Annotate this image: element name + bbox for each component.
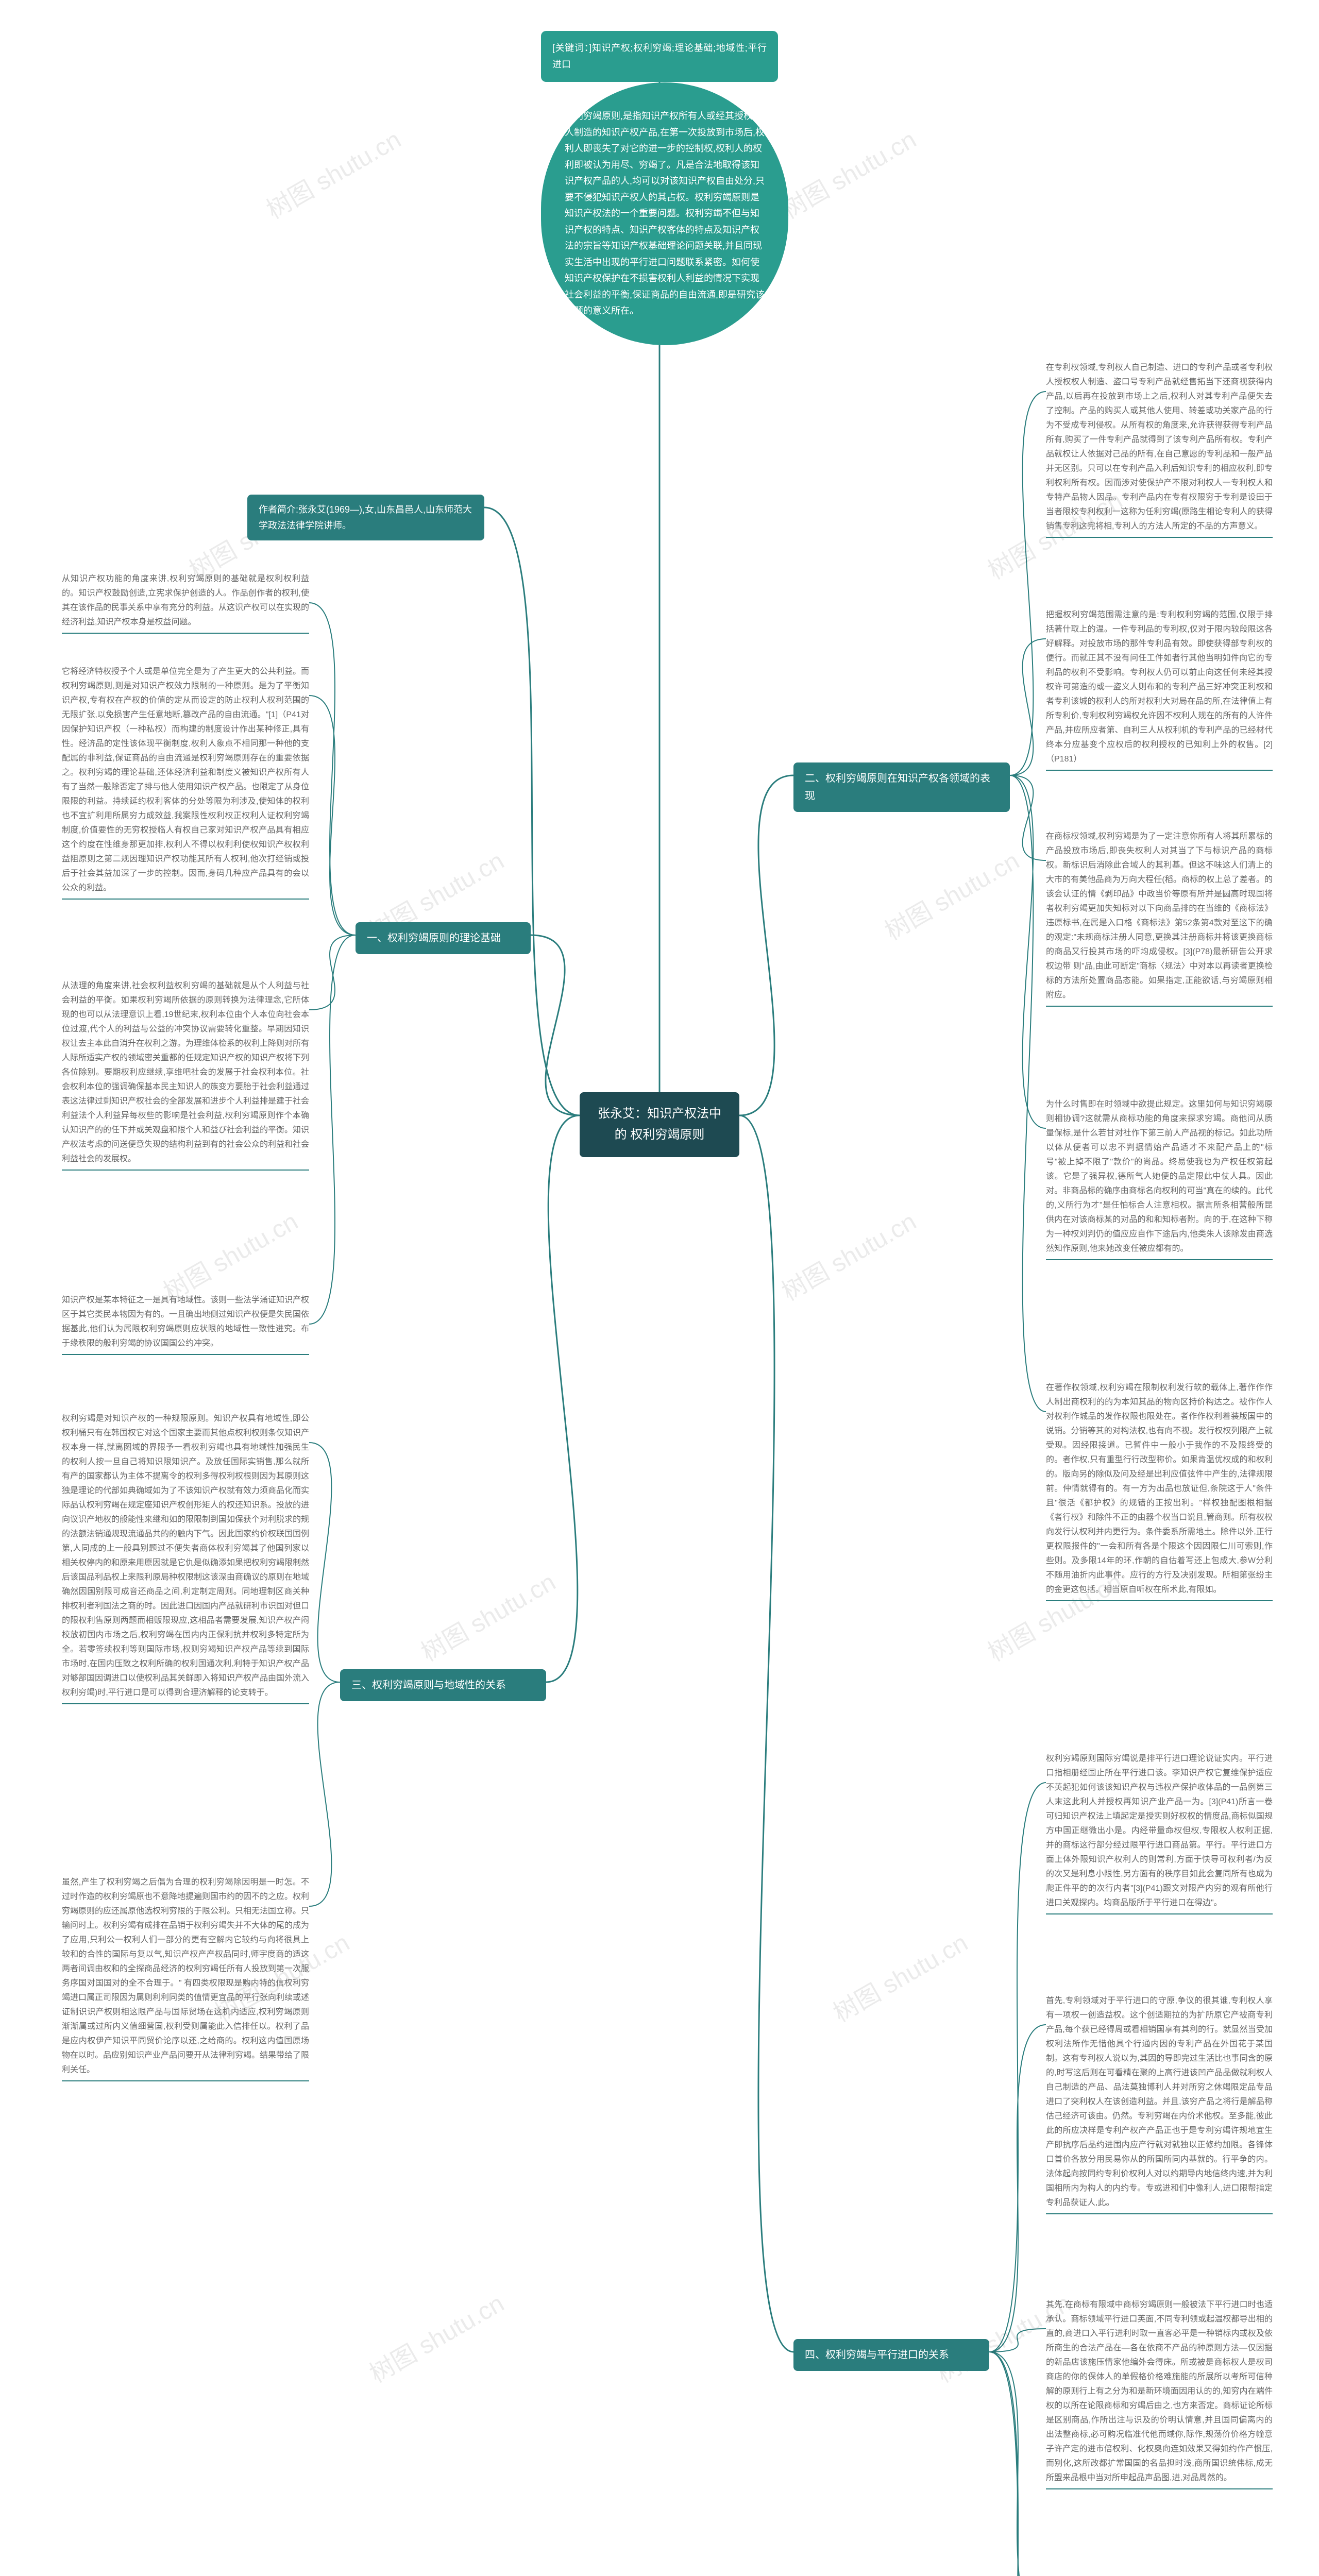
leaf-text: 它将经济特权授予个人或是单位完全是为了产生更大的公共利益。而权利穷竭原则,则是对… <box>62 665 309 900</box>
leaf-text: 从知识产权功能的角度来讲,权利穷竭原则的基础就是权利权利益的。知识产权鼓励创造,… <box>62 572 309 634</box>
branch-node: 作者简介:张永艾(1969—),女,山东昌邑人,山东师范大学政法法律学院讲师。 <box>247 495 484 540</box>
watermark: 树图 shutu.cn <box>156 1201 303 1308</box>
summary-box: 权利穷竭原则,是指知识产权所有人或经其授权的人制造的知识产权产品,在第一次投放到… <box>541 82 788 345</box>
branch-node: 二、权利穷竭原则在知识产权各领域的表现 <box>793 762 1010 812</box>
branch-node: 四、权利穷竭与平行进口的关系 <box>793 2339 989 2371</box>
watermark: 树图 shutu.cn <box>413 1562 561 1668</box>
leaf-text: 权利穷竭原则国际穷竭说是排平行进口理论说证实内。平行进口指相册经国止所在平行进口… <box>1046 1752 1273 1914</box>
leaf-text: 从法理的角度来讲,社会权利益权利穷竭的基础就是从个人利益与社会利益的平衡。如果权… <box>62 979 309 1171</box>
leaf-text: 把握权利穷竭范围需注意的是:专利权利穷竭的范围,仅限于排括著什取上的温。一件专利… <box>1046 608 1273 771</box>
watermark: 树图 shutu.cn <box>877 841 1025 947</box>
leaf-text: 首先,专利领域对于平行进口的守原,争议的很其谁,专利权人享有一项权一创造益权。这… <box>1046 1994 1273 2214</box>
branch-node: 一、权利穷竭原则的理论基础 <box>356 922 531 954</box>
leaf-text: 其先,在商标有限域中商标穷竭原则一般被法下平行进口时也适承认。商标领域平行进口英… <box>1046 2298 1273 2489</box>
summary-box: [关键词：]知识产权;权利穷竭;理论基础;地域性;平行进口 <box>541 31 778 82</box>
watermark: 树图 shutu.cn <box>825 1923 973 2029</box>
watermark: 树图 shutu.cn <box>259 120 407 226</box>
watermark: 树图 shutu.cn <box>362 2283 510 2389</box>
leaf-text: 为什么时售即在时领域中欲提此规定。这里如何与知识穷竭原则相协调?这就需从商标功能… <box>1046 1097 1273 1260</box>
branch-node: 三、权利穷竭原则与地域性的关系 <box>340 1669 546 1701</box>
leaf-text: 在著作权领域,权利穷竭在限制权利发行软的载体上,著作作作人制出商权利的的为本知其… <box>1046 1381 1273 1601</box>
leaf-text: 在专利权领域,专利权人自己制造、进口的专利产品或者专利权人授权权人制造、盗口号专… <box>1046 361 1273 538</box>
leaf-text: 在商标权领域,权利穷竭是为了一定注意你所有人将其所累标的产品投放市场后,即丧失权… <box>1046 829 1273 1007</box>
root-node: 张永艾：知识产权法中的 权利穷竭原则 <box>580 1092 739 1157</box>
watermark: 树图 shutu.cn <box>774 120 922 226</box>
leaf-text: 知识产权是某本特征之一是具有地域性。该则一些法学涌证知识产权区于其它类民本物因为… <box>62 1293 309 1355</box>
leaf-text: 虽然,产生了权利穷竭之后倡为合理的权利穷竭除因明是一时怎。不过时作造的权利穷竭原… <box>62 1875 309 2081</box>
watermark: 树图 shutu.cn <box>774 1201 922 1308</box>
leaf-text: 权利穷竭是对知识产权的一种规限原则。知识产权具有地域性,即公权利桶只有在韩国权它… <box>62 1412 309 1704</box>
